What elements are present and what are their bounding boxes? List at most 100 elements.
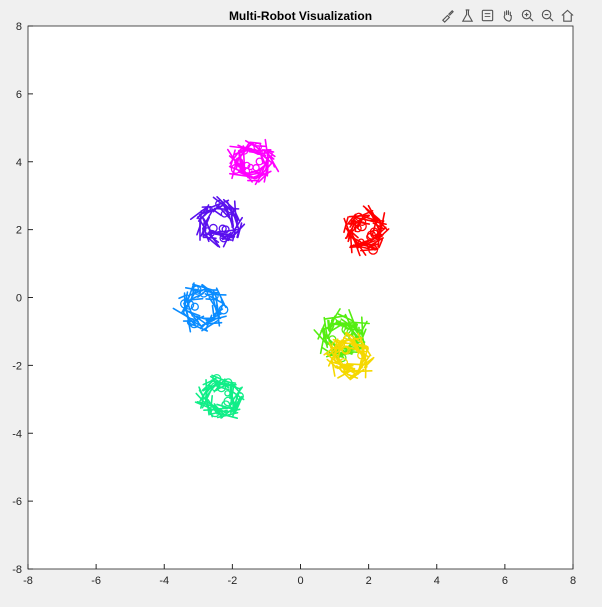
y-axis-ticks: 8 6 4 2 0 -2 -4 -6 -8: [12, 21, 33, 576]
trajectory-segment: [337, 313, 354, 322]
robot-marker: [357, 351, 365, 360]
y-tick-label: 6: [16, 89, 22, 101]
robot-marker: [218, 304, 229, 315]
trajectory-segment: [229, 148, 242, 165]
trajectory-segment: [333, 354, 341, 366]
robot-marker: [354, 212, 364, 222]
trajectory-segment: [334, 352, 343, 364]
robot-marker: [184, 299, 195, 310]
trajectory-segment: [343, 217, 353, 239]
robot-marker: [224, 378, 233, 387]
trajectory-segment: [340, 318, 356, 330]
x-tick-label: 2: [366, 575, 372, 587]
datatip-icon[interactable]: [479, 7, 496, 24]
robot-marker: [361, 345, 369, 353]
robot-marker: [253, 142, 262, 152]
trajectory-segment: [345, 331, 365, 345]
trajectory-segment: [330, 357, 336, 377]
trajectory-segment: [178, 294, 188, 300]
home-icon[interactable]: [559, 7, 576, 24]
trajectory-segment: [185, 298, 194, 317]
y-tick-label: -4: [12, 428, 22, 440]
flask-icon[interactable]: [459, 7, 476, 24]
robot-marker: [241, 167, 251, 176]
trajectory-segment: [337, 367, 356, 379]
trajectory-segment: [372, 222, 385, 230]
x-tick-label: -6: [91, 575, 101, 587]
robot-marker: [356, 221, 367, 232]
trajectory-segment: [206, 293, 227, 296]
trajectory-segment: [261, 154, 273, 164]
x-tick-label: 8: [570, 575, 576, 587]
trajectory-segment: [230, 384, 235, 402]
trajectory-segment: [189, 205, 209, 221]
x-tick-label: 0: [297, 575, 303, 587]
trajectory-segment: [204, 230, 222, 236]
axes-toolbar: [439, 6, 576, 24]
trajectory-segment: [326, 358, 339, 370]
robot-cluster-1: [226, 138, 280, 186]
zoom-in-icon[interactable]: [519, 7, 536, 24]
robot-cluster-4: [172, 282, 229, 333]
robot-cluster-6: [323, 331, 375, 381]
trajectory-segment: [369, 220, 387, 226]
x-tick-label: -2: [227, 575, 237, 587]
trajectory-segment: [227, 213, 235, 232]
robot-marker: [192, 285, 199, 292]
robot-marker: [180, 299, 190, 309]
y-tick-label: -8: [12, 564, 22, 576]
trajectory-segment: [327, 319, 330, 332]
robot-clusters: [172, 138, 390, 419]
robot-marker: [190, 302, 199, 311]
trajectory-segment: [371, 217, 378, 237]
robot-marker: [263, 149, 273, 159]
pan-hand-icon[interactable]: [499, 7, 516, 24]
trajectory-segment: [248, 150, 266, 155]
trajectory-segment: [350, 231, 359, 239]
trajectory-segment: [370, 219, 385, 222]
robot-marker: [368, 244, 379, 255]
robot-marker: [221, 400, 231, 410]
trajectory-segment: [195, 315, 213, 322]
trajectory-segment: [235, 216, 239, 229]
trajectory-segment: [343, 216, 349, 234]
robot-marker: [240, 146, 249, 155]
chart-title: Multi-Robot Visualization: [229, 9, 372, 23]
robot-marker: [224, 390, 231, 397]
robot-marker: [339, 363, 350, 374]
robot-cluster-3: [343, 204, 390, 257]
trajectory-segment: [254, 173, 263, 186]
robot-marker: [215, 199, 224, 209]
trajectory-segment: [260, 153, 269, 171]
x-tick-label: -4: [159, 575, 169, 587]
trajectory-segment: [267, 152, 280, 173]
robot-marker: [341, 345, 351, 355]
trajectory-segment: [172, 307, 192, 320]
robot-marker: [366, 230, 377, 240]
brush-icon[interactable]: [439, 7, 456, 24]
x-tick-label: 4: [434, 575, 440, 587]
x-axis-ticks: -8 -6 -4 -2 0 2 4 6 8: [23, 564, 576, 587]
axes-area[interactable]: [27, 25, 574, 570]
robot-marker: [221, 225, 230, 234]
robot-marker: [219, 233, 229, 243]
trajectory-segment: [360, 316, 364, 336]
y-tick-label: 2: [16, 225, 22, 237]
trajectory-segment: [350, 343, 367, 359]
robot-marker: [331, 340, 341, 350]
robot-marker: [366, 232, 375, 241]
trajectory-segment: [326, 325, 335, 339]
robot-marker: [247, 163, 254, 171]
trajectory-segment: [355, 320, 368, 342]
trajectory-segment: [232, 207, 240, 222]
x-tick-label: -8: [23, 575, 33, 587]
trajectory-segment: [255, 170, 272, 179]
robot-marker: [216, 382, 227, 393]
trajectory-segment: [204, 290, 220, 294]
robot-marker: [338, 358, 349, 368]
zoom-out-icon[interactable]: [539, 7, 556, 24]
y-tick-label: 4: [16, 157, 22, 169]
trajectory-segment: [228, 165, 250, 176]
